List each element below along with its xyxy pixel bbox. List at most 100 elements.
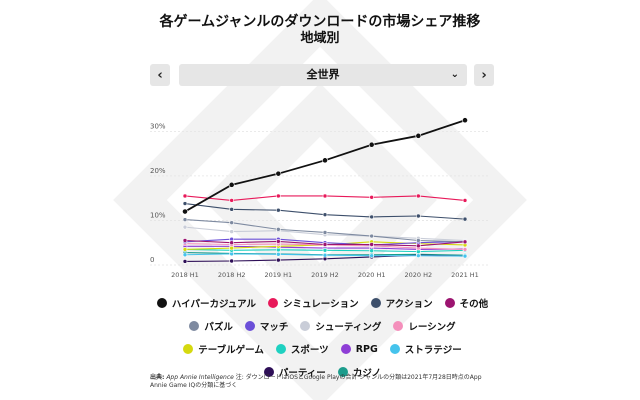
data-point xyxy=(322,248,328,253)
legend-item: シューティング xyxy=(300,319,381,333)
data-point xyxy=(322,157,328,164)
legend-item: スポーツ xyxy=(275,342,329,356)
data-point xyxy=(229,240,234,246)
legend-swatch xyxy=(244,321,255,331)
x-tick-label: 2018 H1 xyxy=(171,271,199,279)
data-point xyxy=(229,207,234,212)
legend-label: シューティング xyxy=(315,322,382,333)
x-tick-label: 2020 H2 xyxy=(405,271,433,279)
data-point xyxy=(276,207,281,213)
data-point xyxy=(369,214,374,220)
data-point xyxy=(368,141,375,148)
legend-item: ストラテジー xyxy=(389,342,462,356)
data-point xyxy=(462,239,468,245)
data-point xyxy=(369,242,374,247)
legend-label: スポーツ xyxy=(290,345,329,356)
data-point xyxy=(322,212,328,217)
legend-label: ストラテジー xyxy=(404,345,462,356)
legend-swatch xyxy=(393,321,404,331)
legend-swatch xyxy=(370,298,381,308)
legend-label: パズル xyxy=(204,322,233,333)
legend-swatch xyxy=(340,344,351,354)
legend-swatch xyxy=(337,367,348,377)
legend-swatch xyxy=(444,298,455,308)
region-dropdown-value: 全世界 xyxy=(306,68,340,81)
data-point xyxy=(182,224,188,230)
legend-label: レーシング xyxy=(408,322,456,333)
region-dropdown[interactable]: 全世界 ⌄ xyxy=(179,64,467,86)
source-provider: App Annie Intelligence xyxy=(166,374,234,381)
data-point xyxy=(182,259,188,264)
data-point xyxy=(276,257,281,263)
source-text: 注: ダウンロードはiOSとGoogle Playの合計 ジャンルの分類は202… xyxy=(150,374,482,389)
chart-subtitle: 地域別 xyxy=(300,31,340,46)
legend-item: パズル xyxy=(189,319,233,333)
x-tick-label: 2018 H2 xyxy=(218,271,246,279)
legend-swatch xyxy=(189,321,200,331)
legend-swatch xyxy=(263,367,274,377)
data-point xyxy=(369,233,374,239)
y-tick-label: 30% xyxy=(150,122,166,130)
legend-item: レーシング xyxy=(393,319,456,333)
data-point xyxy=(462,253,468,259)
legend-label: RPG xyxy=(355,343,378,355)
data-point xyxy=(276,227,281,232)
legend-swatch xyxy=(268,298,278,308)
source-label: 出典: xyxy=(150,374,165,381)
data-point xyxy=(462,198,468,203)
data-point xyxy=(229,220,234,225)
x-tick-label: 2021 H1 xyxy=(451,271,479,279)
legend-label: ハイパーカジュアル xyxy=(171,299,256,310)
legend-item: その他 xyxy=(444,296,489,310)
data-point xyxy=(416,253,421,258)
data-point xyxy=(228,181,235,188)
data-point xyxy=(182,217,188,222)
data-point xyxy=(369,194,374,200)
legend-item: RPG xyxy=(340,342,378,356)
legend-label: マッチ xyxy=(259,322,289,333)
data-point xyxy=(416,243,421,249)
data-point xyxy=(276,252,281,257)
y-tick-label: 20% xyxy=(150,167,166,175)
next-region-button[interactable]: › xyxy=(474,64,494,86)
y-tick-label: 10% xyxy=(150,211,166,219)
y-tick-label: 0 xyxy=(150,256,154,264)
legend-item: パーティー xyxy=(263,365,326,379)
data-point xyxy=(415,132,422,139)
data-point xyxy=(182,247,188,252)
legend-label: パーティー xyxy=(278,368,326,379)
data-point xyxy=(276,193,281,199)
legend-item: マッチ xyxy=(244,319,289,333)
x-tick-label: 2019 H2 xyxy=(311,271,339,279)
data-point xyxy=(416,193,421,199)
data-point xyxy=(416,238,421,243)
source-note: 出典: App Annie Intelligence 注: ダウンロードはiOS… xyxy=(150,374,495,390)
legend-item: ハイパーカジュアル xyxy=(156,296,256,310)
data-point xyxy=(229,258,234,264)
legend-swatch xyxy=(389,344,400,354)
data-point xyxy=(322,242,328,247)
legend-label: シミュレーション xyxy=(283,299,359,310)
legend-item: カジノ xyxy=(337,365,382,379)
data-point xyxy=(182,201,188,206)
legend-swatch xyxy=(275,344,286,354)
data-point xyxy=(229,229,234,234)
legend-item: アクション xyxy=(370,296,433,310)
legend-label: その他 xyxy=(459,299,489,310)
data-point xyxy=(182,238,188,243)
data-point xyxy=(322,230,328,235)
data-point xyxy=(462,247,468,252)
x-tick-label: 2019 H1 xyxy=(265,271,293,279)
data-point xyxy=(369,253,374,258)
previous-region-button[interactable]: ‹ xyxy=(150,64,170,86)
data-point xyxy=(462,117,468,124)
chevron-left-icon: ‹ xyxy=(157,67,163,83)
data-point xyxy=(182,193,188,199)
data-point xyxy=(462,216,468,222)
data-point xyxy=(229,198,234,203)
legend-label: アクション xyxy=(385,299,433,310)
legend-label: カジノ xyxy=(352,368,382,379)
data-point xyxy=(322,193,328,199)
chart-legend: ハイパーカジュアル シミュレーション アクション その他パズル マッチ シューティング レー… xyxy=(150,296,495,379)
